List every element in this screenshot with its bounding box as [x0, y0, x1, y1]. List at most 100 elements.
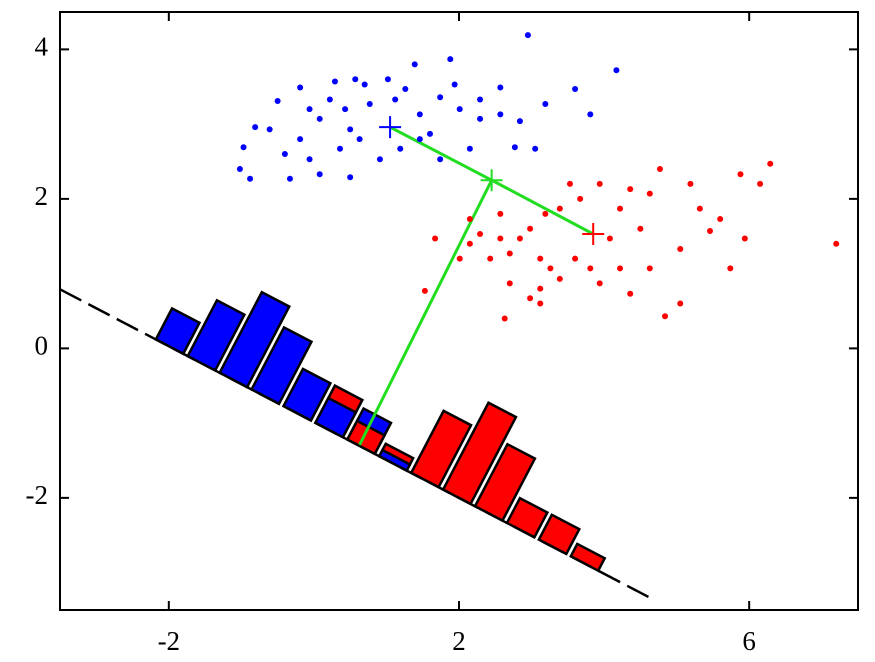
scatter-point	[347, 174, 354, 181]
scatter-point	[356, 136, 363, 143]
scatter-point	[347, 126, 354, 133]
scatter-point	[646, 265, 653, 272]
scatter-point	[547, 265, 554, 272]
scatter-point	[252, 124, 259, 131]
scatter-point	[516, 118, 523, 125]
scatter-point	[532, 145, 539, 152]
scatter-point	[392, 96, 399, 103]
scatter-point	[240, 144, 247, 151]
scatter-point	[411, 61, 418, 68]
scatter-point	[767, 160, 774, 167]
scatter-point	[421, 287, 428, 294]
scatter-point	[456, 255, 463, 262]
scatter-point	[556, 275, 563, 282]
scatter-point	[606, 235, 613, 242]
scatter-point	[416, 136, 423, 143]
scatter-point	[627, 290, 634, 297]
histogram-bar	[569, 542, 607, 573]
scatter-point	[656, 165, 663, 172]
scatter-point	[306, 156, 313, 163]
scatter-point	[627, 186, 634, 193]
scatter-point	[456, 106, 463, 113]
scatter-point	[466, 216, 473, 223]
scatter-point	[613, 67, 620, 74]
scatter-point	[696, 205, 703, 212]
scatter-point	[572, 85, 579, 92]
scatter-point	[352, 76, 359, 83]
scatter-point	[342, 106, 349, 113]
scatter-point	[416, 111, 423, 118]
scatter-point	[331, 78, 338, 85]
scatter-point	[397, 145, 404, 152]
class-mean	[379, 116, 402, 139]
y-tick-label: 0	[35, 331, 49, 361]
x-tick-label: 6	[742, 626, 756, 656]
scatter-point	[511, 144, 518, 151]
scatter-point	[466, 145, 473, 152]
scatter-point	[757, 180, 764, 187]
scatter-point	[337, 145, 344, 152]
scatter-point	[637, 225, 644, 232]
scatter-point	[274, 97, 281, 104]
x-tick-label: -2	[158, 626, 181, 656]
scatter-point	[286, 175, 293, 182]
scatter-point	[501, 315, 508, 322]
class-mean	[582, 223, 605, 246]
scatter-point	[537, 300, 544, 307]
scatter-point	[506, 250, 513, 257]
scatter-point	[437, 156, 444, 163]
scatter-point	[316, 171, 323, 178]
scatter-point	[572, 255, 579, 262]
scatter-point	[737, 171, 744, 178]
histogram-bar	[505, 496, 550, 539]
scatter-point	[566, 180, 573, 187]
scatter-point	[506, 280, 513, 287]
scatter-point	[617, 205, 624, 212]
y-tick-label: 2	[35, 181, 49, 211]
x-tick-label: 2	[452, 626, 466, 656]
scatter-point	[326, 96, 333, 103]
scatter-point	[366, 100, 373, 107]
scatter-point	[687, 180, 694, 187]
scatter-point	[527, 295, 534, 302]
scatter-point	[447, 56, 454, 63]
scatter-point	[487, 255, 494, 262]
scatter-point	[297, 84, 304, 91]
scatter-point	[376, 156, 383, 163]
scatter-point	[727, 265, 734, 272]
scatter-point	[542, 100, 549, 107]
scatter-point	[497, 210, 504, 217]
scatter-point	[497, 111, 504, 118]
scatter-point	[556, 205, 563, 212]
scatter-point	[236, 165, 243, 172]
scatter-point	[707, 228, 714, 235]
y-tick-label: -2	[26, 480, 49, 510]
scatter-point	[516, 235, 523, 242]
scatter-point	[426, 130, 433, 137]
scatter-point	[402, 85, 409, 92]
scatter-point	[497, 84, 504, 91]
scatter-point	[384, 76, 391, 83]
scatter-point	[266, 126, 273, 133]
scatter-point	[833, 240, 840, 247]
scatter-point	[297, 136, 304, 143]
scatter-point	[477, 115, 484, 122]
scatter-point	[247, 175, 254, 182]
scatter-point	[316, 115, 323, 122]
y-tick-label: 4	[35, 32, 49, 62]
scatter-point	[741, 235, 748, 242]
scatter-point	[306, 106, 313, 113]
scatter-point	[361, 81, 368, 88]
scatter-point	[437, 94, 444, 101]
scatter-point	[617, 265, 624, 272]
histogram-bar	[345, 419, 387, 456]
scatter-point	[524, 32, 531, 39]
scatter-point	[646, 190, 653, 197]
scatter-point	[662, 313, 669, 320]
histogram-bar	[377, 448, 412, 473]
scatter-point	[677, 245, 684, 252]
scatter-point	[432, 235, 439, 242]
scatter-point	[466, 240, 473, 247]
scatter-point	[577, 195, 584, 202]
